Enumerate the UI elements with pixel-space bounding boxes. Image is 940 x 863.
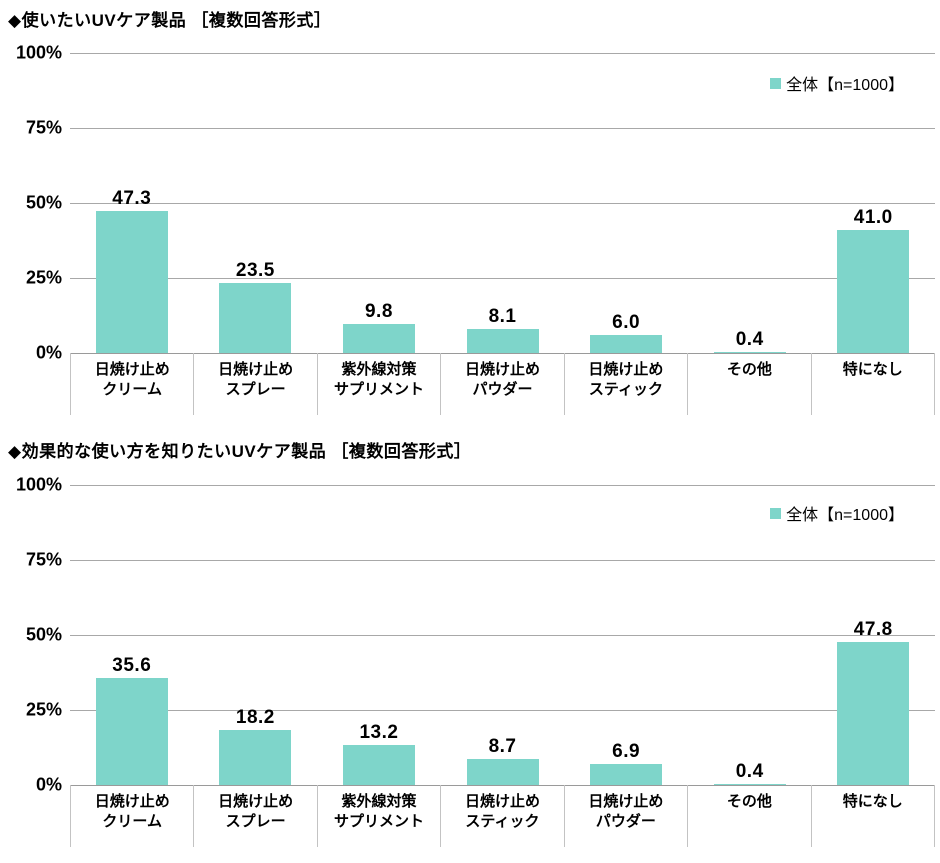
bar-value-label: 9.8	[364, 300, 393, 322]
gridline	[70, 53, 935, 54]
bar-column: 8.7	[441, 485, 565, 785]
bar-column: 0.4	[688, 53, 812, 353]
legend-label: 全体【n=1000】	[786, 77, 904, 94]
category-label: 日焼け止め スティック	[441, 785, 565, 847]
chart-title: ◆使いたいUVケア製品 ［複数回答形式］	[8, 11, 332, 30]
bar	[590, 764, 663, 785]
y-axis: 100% 75% 50% 25% 0%	[0, 475, 62, 795]
legend: 全体【n=1000】	[770, 501, 904, 525]
bar	[95, 678, 168, 785]
bar	[466, 758, 539, 785]
bar-value-label: 6.9	[612, 741, 641, 763]
legend-swatch-icon	[770, 77, 782, 89]
category-label: その他	[688, 353, 812, 415]
y-tick-label: 100%	[15, 474, 62, 495]
bar-column: 0.4	[688, 485, 812, 785]
bar	[95, 211, 168, 353]
bar-value-label: 35.6	[112, 655, 152, 677]
bar-column: 41.0	[811, 53, 935, 353]
bar-column: 6.0	[564, 53, 688, 353]
category-label: その他	[688, 785, 812, 847]
category-label: 日焼け止め スプレー	[194, 353, 318, 415]
category-axis: 日焼け止め クリーム 日焼け止め スプレー 紫外線対策 サプリメント 日焼け止め ステ…	[70, 785, 935, 847]
gridline	[70, 278, 935, 279]
y-tick-label: 25%	[25, 267, 62, 288]
category-label: 特になし	[812, 353, 935, 415]
y-tick-label: 25%	[25, 699, 62, 720]
plot-area: 35.6 18.2 13.2 8.7 6.9 0.4 47.8 日焼け止め クリーム 日焼け止…	[70, 485, 935, 847]
legend-label: 全体【n=1000】	[786, 507, 904, 524]
bar-value-label: 47.8	[853, 618, 893, 640]
bar-column: 18.2	[194, 485, 318, 785]
category-label: 日焼け止め スプレー	[194, 785, 318, 847]
category-label: 日焼け止め クリーム	[70, 785, 195, 847]
bars-row: 47.3 23.5 9.8 8.1 6.0 0.4 41.0	[70, 53, 935, 353]
bar	[590, 335, 663, 353]
bar	[837, 230, 910, 353]
bar-column: 35.6	[70, 485, 194, 785]
bars-row: 35.6 18.2 13.2 8.7 6.9 0.4 47.8	[70, 485, 935, 785]
y-tick-label: 75%	[25, 117, 62, 138]
gridline	[70, 635, 935, 636]
y-tick-label: 0%	[35, 774, 62, 795]
category-axis: 日焼け止め クリーム 日焼け止め スプレー 紫外線対策 サプリメント 日焼け止め パウ…	[70, 353, 935, 415]
bar	[219, 282, 292, 353]
bar-value-label: 18.2	[235, 707, 275, 729]
bar-value-label: 0.4	[735, 328, 764, 350]
bar-column: 47.8	[811, 485, 935, 785]
gridline	[70, 203, 935, 204]
category-label: 特になし	[812, 785, 935, 847]
category-label: 日焼け止め スティック	[565, 353, 689, 415]
bar-column: 23.5	[194, 53, 318, 353]
bar	[837, 641, 910, 785]
x-axis-line	[70, 785, 935, 786]
category-label: 紫外線対策 サプリメント	[318, 353, 442, 415]
category-label: 日焼け止め クリーム	[70, 353, 195, 415]
category-label: 日焼け止め パウダー	[565, 785, 689, 847]
chart-section-want-to-know-usage: ◆効果的な使い方を知りたいUVケア製品 ［複数回答形式］ 全体【n=1000】 …	[0, 431, 940, 863]
y-tick-label: 0%	[35, 342, 62, 363]
bar-column: 13.2	[317, 485, 441, 785]
category-label: 日焼け止め パウダー	[441, 353, 565, 415]
bar-value-label: 6.0	[612, 312, 641, 333]
y-tick-label: 100%	[15, 42, 62, 63]
chart-section-want-to-use: ◆使いたいUVケア製品 ［複数回答形式］ 全体【n=1000】 100% 75% 5…	[0, 0, 940, 431]
y-tick-label: 50%	[25, 192, 62, 213]
gridline	[70, 560, 935, 561]
bar	[342, 323, 415, 353]
bar	[342, 745, 415, 785]
bar	[219, 730, 292, 785]
legend: 全体【n=1000】	[770, 71, 904, 95]
bar-value-label: 47.3	[112, 188, 152, 210]
legend-swatch-icon	[770, 507, 782, 519]
chart-title: ◆効果的な使い方を知りたいUVケア製品 ［複数回答形式］	[8, 442, 472, 461]
bar	[713, 783, 786, 785]
bar-column: 9.8	[317, 53, 441, 353]
plot-area: 47.3 23.5 9.8 8.1 6.0 0.4 41.0 日焼け止め クリーム 日焼け止め…	[70, 53, 935, 415]
gridline	[70, 128, 935, 129]
bar-value-label: 8.1	[488, 305, 517, 327]
bar-column: 47.3	[70, 53, 194, 353]
y-axis: 100% 75% 50% 25% 0%	[0, 43, 62, 363]
bar	[713, 351, 786, 353]
bar-value-label: 0.4	[735, 760, 764, 782]
bar	[466, 328, 539, 353]
bar-column: 6.9	[564, 485, 688, 785]
y-tick-label: 75%	[25, 549, 62, 570]
category-label: 紫外線対策 サプリメント	[318, 785, 442, 847]
bar-value-label: 41.0	[853, 207, 893, 228]
x-axis-line	[70, 353, 935, 354]
gridline	[70, 710, 935, 711]
y-tick-label: 50%	[25, 624, 62, 645]
gridline	[70, 485, 935, 486]
bar-value-label: 8.7	[488, 735, 517, 757]
bar-value-label: 13.2	[359, 722, 399, 744]
bar-value-label: 23.5	[235, 259, 275, 281]
bar-column: 8.1	[441, 53, 565, 353]
